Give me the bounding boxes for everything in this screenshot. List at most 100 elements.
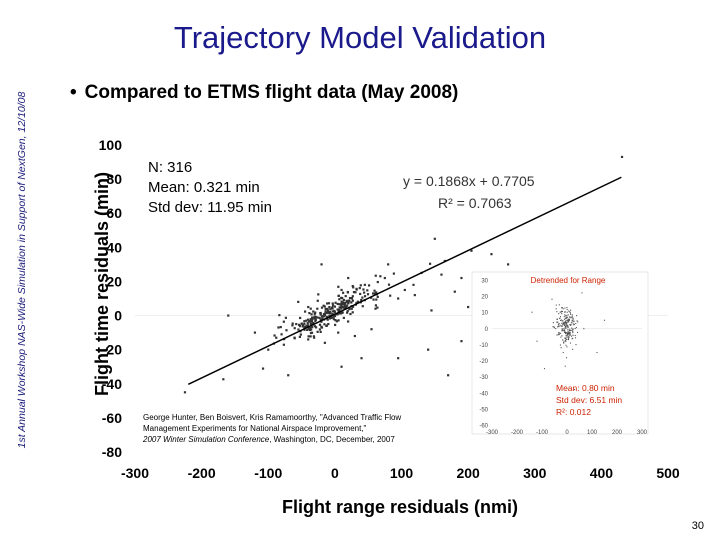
inset-data-point: [596, 351, 598, 354]
y-axis-label: Flight time residuals (min): [92, 172, 112, 396]
inset-data-point: [553, 327, 556, 329]
inset-data-point: [566, 311, 568, 313]
data-point: [363, 295, 367, 298]
inset-data-point: [568, 332, 571, 334]
y-tick-label: 80: [106, 171, 122, 187]
data-point: [278, 314, 281, 317]
inset-data-point: [603, 319, 606, 321]
data-point: [306, 321, 309, 324]
inset-data-point: [562, 322, 564, 324]
data-point: [316, 330, 319, 333]
data-point: [316, 307, 319, 310]
data-point: [342, 291, 345, 294]
inset-data-point: [569, 324, 571, 326]
data-point: [350, 307, 353, 310]
inset-title: Detrended for Range: [531, 276, 606, 285]
inset-data-point: [556, 321, 558, 323]
data-point: [351, 305, 355, 308]
data-point: [310, 328, 313, 331]
data-point: [350, 301, 353, 304]
data-point: [253, 331, 257, 334]
bullet-dot-icon: •: [70, 82, 77, 103]
data-point: [375, 291, 378, 294]
inset-data-point: [573, 323, 575, 325]
inset-data-point: [571, 316, 573, 318]
data-point: [338, 306, 341, 309]
data-point: [470, 249, 473, 252]
data-point: [319, 313, 322, 316]
inset-data-point: [572, 319, 574, 321]
data-point: [326, 309, 330, 313]
inset-data-point: [573, 389, 576, 391]
data-point: [310, 322, 313, 325]
data-point: [373, 289, 376, 292]
inset-data-point: [569, 316, 571, 318]
data-point: [301, 325, 304, 328]
data-point: [334, 301, 337, 304]
inset-data-point: [557, 321, 559, 323]
data-point: [373, 292, 376, 295]
data-point: [326, 302, 329, 305]
data-point: [366, 289, 369, 292]
main-points: [183, 155, 624, 394]
x-axis-label: Flight range residuals (nmi): [282, 497, 518, 517]
data-point: [320, 326, 324, 329]
inset-data-point: [567, 338, 570, 341]
data-point: [329, 312, 332, 315]
inset-data-point: [572, 317, 574, 319]
inset-data-point: [566, 336, 568, 338]
x-tick-label: 500: [656, 465, 680, 481]
inset-data-point: [570, 329, 572, 331]
data-point: [345, 299, 348, 302]
data-point: [355, 301, 358, 305]
bullet-point: • Compared to ETMS flight data (May 2008): [70, 82, 458, 104]
data-point: [312, 321, 315, 325]
data-point: [335, 320, 338, 323]
data-point: [360, 357, 363, 360]
data-point: [312, 335, 316, 338]
x-tick-label: -100: [254, 465, 282, 481]
x-tick-label: -300: [121, 465, 149, 481]
data-point: [413, 293, 416, 297]
data-point: [334, 323, 337, 327]
inset-data-point: [565, 316, 568, 318]
x-tick-label: 200: [456, 465, 480, 481]
data-point: [311, 326, 314, 329]
data-point: [227, 314, 230, 317]
inset-data-point: [563, 342, 565, 344]
inset-data-point: [588, 392, 591, 394]
citation-line-1: George Hunter, Ben Boisvert, Kris Ramamo…: [143, 413, 401, 422]
inset-data-point: [577, 331, 579, 333]
data-point: [309, 335, 312, 338]
data-point: [319, 318, 322, 321]
data-point: [338, 303, 341, 306]
inset-data-point: [561, 307, 563, 309]
y-tick-label: -60: [102, 410, 122, 426]
y-tick-label: -80: [102, 444, 122, 460]
inset-data-point: [571, 315, 573, 317]
data-point: [346, 301, 349, 304]
data-point: [306, 318, 310, 321]
data-point: [328, 306, 331, 309]
data-point: [340, 365, 343, 368]
data-point: [376, 280, 379, 284]
data-point: [343, 307, 346, 310]
inset-data-point: [576, 315, 578, 317]
inset-data-point: [543, 368, 546, 370]
x-tick-label: 300: [523, 465, 547, 481]
inset-data-point: [565, 332, 567, 334]
inset-data-point: [563, 316, 565, 318]
data-point: [332, 318, 335, 321]
inset-data-point: [565, 327, 567, 329]
inset-data-point: [563, 341, 565, 344]
data-point: [325, 324, 328, 328]
data-point: [305, 319, 308, 322]
data-point: [324, 307, 327, 311]
inset-r2: R²: 0.012: [556, 407, 591, 417]
data-point: [331, 302, 334, 305]
data-point: [347, 276, 350, 280]
inset-x-tick-label: 200: [612, 430, 623, 436]
data-point: [367, 284, 371, 287]
data-point: [300, 322, 303, 325]
data-point: [428, 262, 432, 265]
